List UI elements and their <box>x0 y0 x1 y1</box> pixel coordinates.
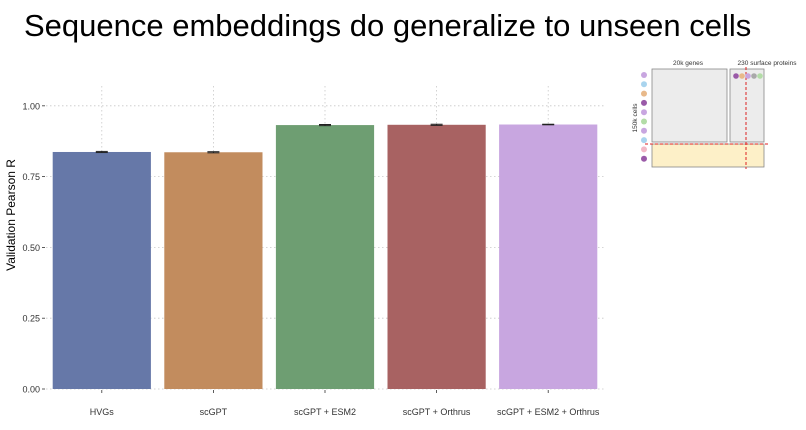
x-tick-label: scGPT + ESM2 + Orthrus <box>497 407 600 417</box>
y-tick-label: 0.25 <box>22 314 40 324</box>
protein-dot <box>757 73 763 79</box>
x-tick-label: scGPT + Orthrus <box>403 407 471 417</box>
genes-block <box>651 68 728 143</box>
cell-dot <box>641 109 647 116</box>
slide-title: Sequence embeddings do generalize to uns… <box>24 8 752 43</box>
bars <box>52 123 598 390</box>
cell-dot <box>641 81 647 88</box>
x-tick-label: scGPT <box>200 407 228 417</box>
bar <box>275 125 375 390</box>
axes: 0.00 0.25 0.50 0.75 1.00 HVGs scGPT scGPT + ESM… <box>22 101 599 417</box>
cell-dot <box>641 137 647 144</box>
proteins-block <box>729 68 765 143</box>
x-tick-label: scGPT + ESM2 <box>294 407 356 417</box>
bar <box>387 124 486 390</box>
cell-dot <box>641 90 647 97</box>
cell-dot <box>641 155 647 162</box>
cell-dot <box>641 127 647 134</box>
proteins-label: 230 surface proteins <box>738 60 798 67</box>
y-axis-label: Validation Pearson R <box>4 159 18 271</box>
protein-dot <box>739 73 745 79</box>
cell-dot <box>641 118 647 125</box>
protein-dot <box>751 73 757 79</box>
cell-dot <box>641 99 647 106</box>
cell-dot <box>641 146 647 153</box>
y-tick-label: 1.00 <box>22 101 40 111</box>
y-tick-label: 0.00 <box>22 385 40 395</box>
genes-label: 20k genes <box>673 60 704 67</box>
cell-dot <box>641 72 647 78</box>
protein-dot <box>745 73 751 79</box>
y-tick-label: 0.50 <box>22 243 40 253</box>
bar <box>52 151 151 389</box>
bar <box>164 152 263 389</box>
x-tick-label: HVGs <box>90 407 115 417</box>
protein-dot <box>733 73 739 79</box>
protein-dots <box>733 73 763 79</box>
cell-dots <box>641 72 647 162</box>
bar <box>499 124 598 389</box>
y-tick-label: 0.75 <box>22 172 40 182</box>
heldout-cells-block <box>651 143 765 168</box>
cells-label: 150k cells <box>632 103 639 133</box>
